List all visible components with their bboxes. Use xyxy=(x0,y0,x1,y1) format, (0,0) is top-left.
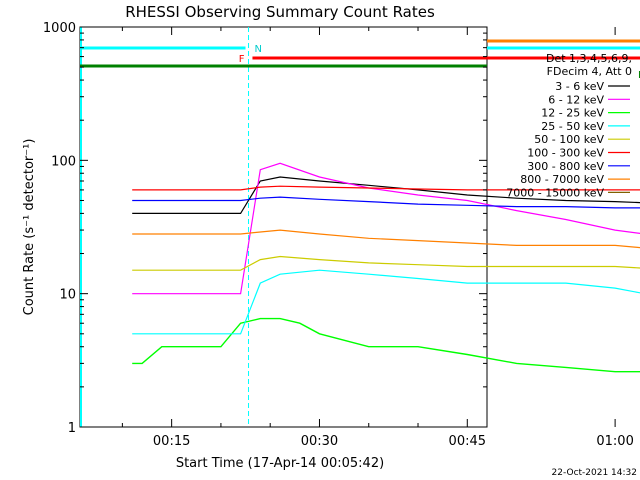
marker-label-n: N xyxy=(255,44,262,55)
y-tick-label: 1 xyxy=(68,421,76,436)
series-line-1 xyxy=(132,162,640,295)
marker-label-rd6: RD6 xyxy=(638,70,640,81)
legend: Det 1,3,4,5,6,9,FDecim 4, Att 0 3 - 6 keV… xyxy=(506,52,632,199)
marker-label-f: F xyxy=(239,54,245,65)
legend-label: 7000 - 15000 keV xyxy=(506,186,604,199)
legend-label: 800 - 7000 keV xyxy=(520,173,604,186)
series-line-7 xyxy=(132,229,640,249)
chart-title: RHESSI Observing Summary Count Rates xyxy=(125,3,435,21)
series-line-0 xyxy=(132,176,640,214)
y-axis: 1 10 100 1000 xyxy=(43,21,487,436)
legend-label: 50 - 100 keV xyxy=(534,133,604,146)
series-line-5 xyxy=(132,185,640,191)
footer-date: 22-Oct-2021 14:32 xyxy=(552,468,637,478)
instrument-markers: NFSRD0RD6 xyxy=(80,27,640,427)
x-tick-label: 01:00 xyxy=(596,434,633,449)
series-line-4 xyxy=(132,255,640,271)
y-tick-label: 100 xyxy=(51,154,76,169)
series-line-6 xyxy=(132,196,640,209)
x-axis-label: Start Time (17-Apr-14 00:05:42) xyxy=(176,456,384,471)
legend-label: 12 - 25 keV xyxy=(541,107,604,120)
legend-label: 100 - 300 keV xyxy=(527,147,604,160)
legend-label: 3 - 6 keV xyxy=(555,80,604,93)
x-tick-label: 00:45 xyxy=(449,434,486,449)
y-axis-label: Count Rate (s⁻¹ detector⁻¹) xyxy=(22,139,37,316)
legend-label: 6 - 12 keV xyxy=(548,93,604,106)
legend-header: Det 1,3,4,5,6,9, xyxy=(546,52,632,65)
legend-label: 25 - 50 keV xyxy=(541,120,604,133)
series-line-2 xyxy=(132,317,640,373)
legend-label: 300 - 800 keV xyxy=(527,160,604,173)
series-layer xyxy=(132,162,640,373)
y-tick-label: 10 xyxy=(59,288,76,303)
series-line-3 xyxy=(132,269,640,335)
x-tick-label: 00:30 xyxy=(301,434,338,449)
legend-header: FDecim 4, Att 0 xyxy=(547,65,632,78)
x-tick-label: 00:15 xyxy=(153,434,190,449)
y-tick-label: 1000 xyxy=(43,21,76,36)
